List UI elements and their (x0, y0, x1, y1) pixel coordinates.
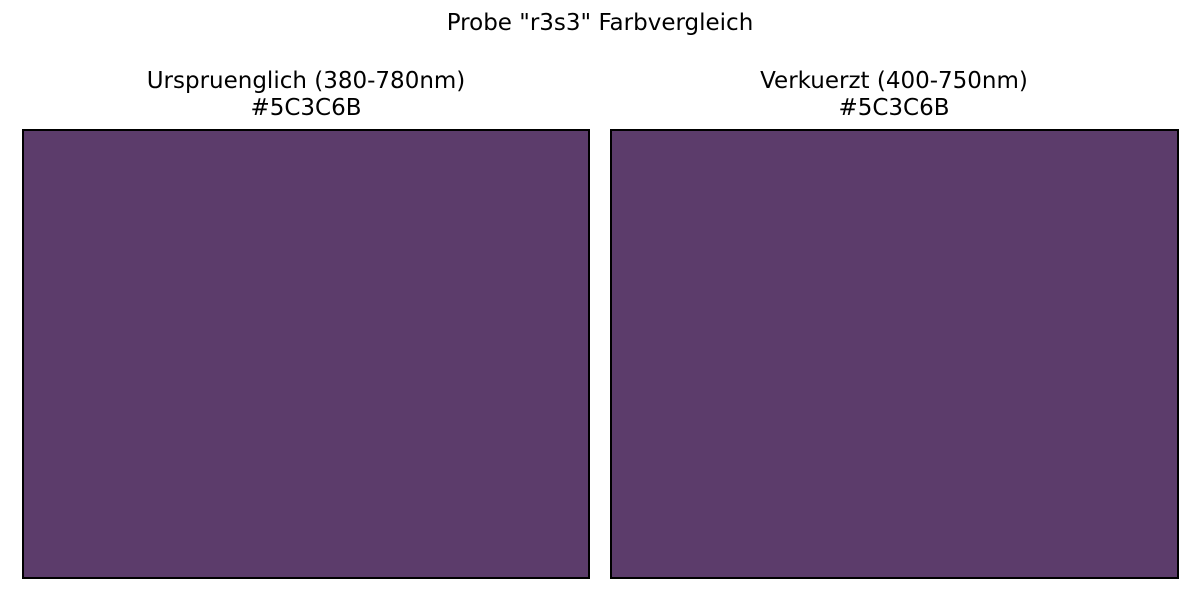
panel-title-original: Urspruenglich (380-780nm) #5C3C6B (22, 68, 590, 122)
color-swatch-shortened (610, 129, 1179, 579)
figure-title: Probe "r3s3" Farbvergleich (446, 10, 754, 36)
panel-title-shortened-hex: #5C3C6B (838, 95, 950, 121)
panel-title-shortened: Verkuerzt (400-750nm) #5C3C6B (610, 68, 1178, 122)
panel-title-original-hex: #5C3C6B (250, 95, 362, 121)
panel-title-original-range: Urspruenglich (380-780nm) (146, 68, 466, 94)
color-swatch-original (22, 129, 590, 579)
panel-title-shortened-range: Verkuerzt (400-750nm) (760, 68, 1028, 94)
